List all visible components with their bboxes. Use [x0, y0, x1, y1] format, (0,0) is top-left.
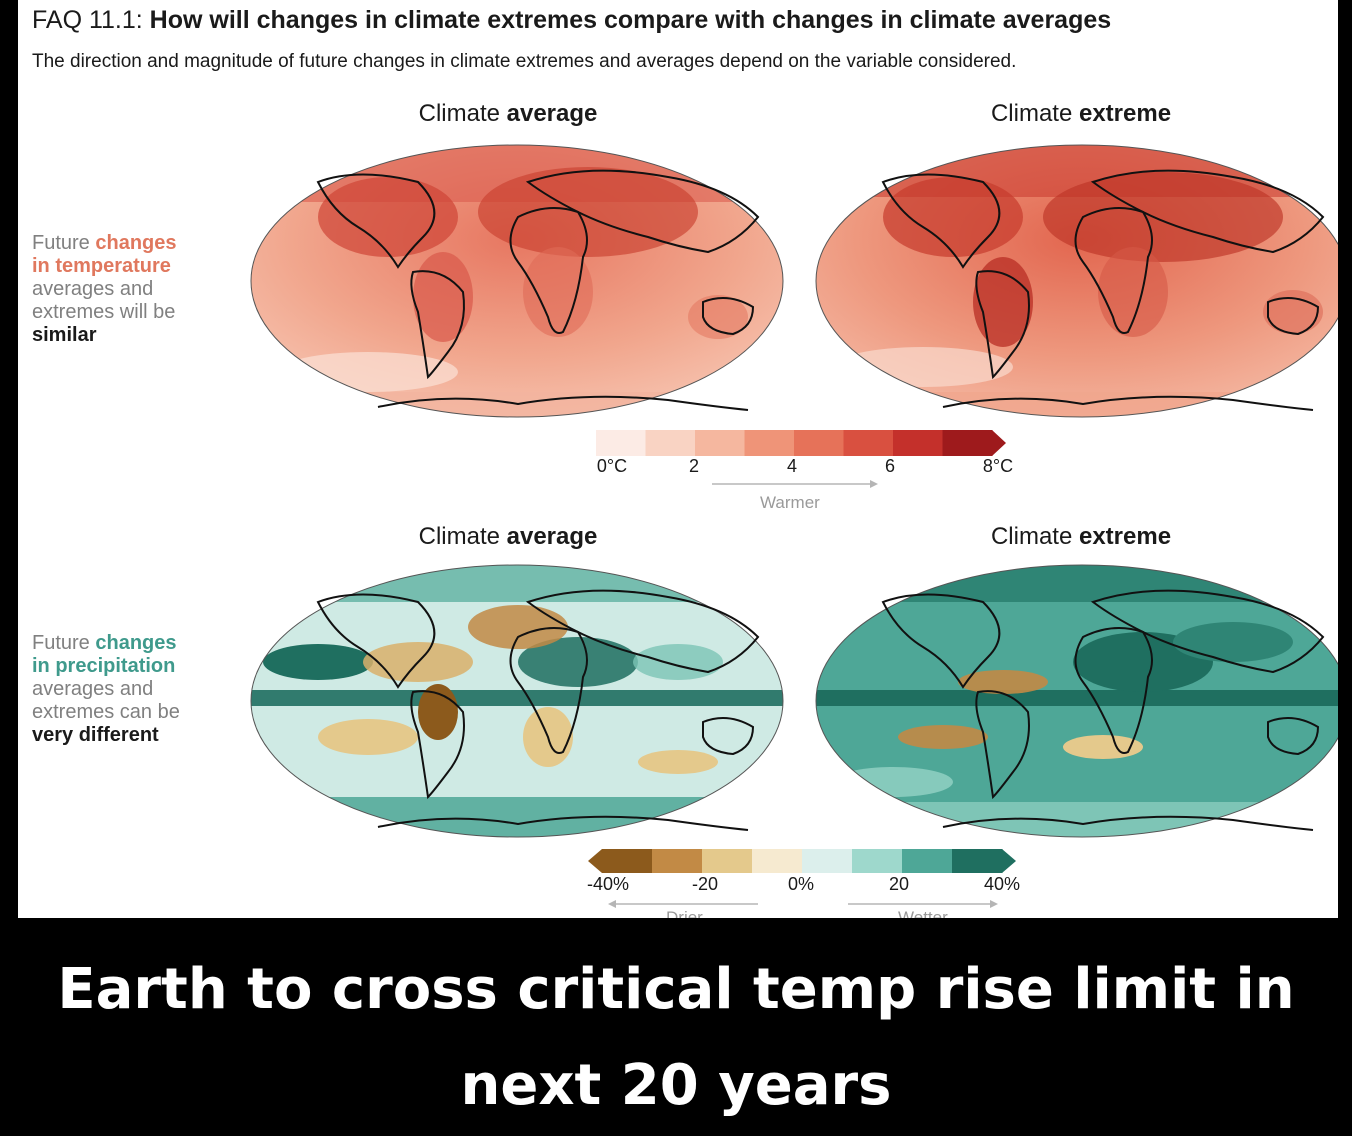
temperature-colorbar-swatch — [744, 430, 795, 456]
temperature-colorbar-swatch — [794, 430, 844, 456]
side-text: extremes can be — [32, 701, 180, 723]
infographic-panel: FAQ 11.1: How will changes in climate ex… — [18, 0, 1338, 918]
temperature-colorbar-swatch — [893, 430, 943, 456]
precipitation-colorbar-swatch — [902, 849, 953, 873]
temperature-colorbar-swatch — [645, 430, 696, 456]
temperature-extreme-map — [815, 144, 1338, 418]
precipitation-tick: -20 — [691, 874, 719, 894]
wetter-arrow-icon — [848, 900, 998, 908]
temperature-tick: 0°C — [596, 456, 628, 476]
faq-subtitle: The direction and magnitude of future ch… — [32, 51, 1017, 72]
drier-arrow-icon — [608, 900, 758, 908]
side-accent: changes — [95, 232, 177, 254]
temperature-colorbar-swatch — [843, 430, 894, 456]
temperature-side-note: Future changes in temperature averages a… — [32, 232, 177, 347]
precipitation-colorbar-swatch — [852, 849, 903, 873]
warmer-label: Warmer — [760, 493, 820, 512]
precipitation-colorbar — [588, 849, 1016, 873]
climate-extreme-heading-bottom: Climate extreme — [991, 523, 1171, 551]
headline: Earth to cross critical temp rise limit … — [0, 942, 1352, 1134]
heading-plain: Climate — [990, 100, 1073, 127]
precipitation-colorbar-swatch — [802, 849, 853, 873]
side-text: Future — [32, 232, 90, 254]
heading-plain: Climate — [418, 523, 500, 550]
headline-line-2: next 20 years — [460, 1053, 892, 1118]
temperature-tick: 6 — [884, 456, 896, 476]
side-emphasis: similar — [32, 324, 97, 346]
side-accent: in precipitation — [32, 655, 176, 677]
climate-extreme-heading-top: Climate extreme — [991, 100, 1171, 128]
heading-bold: average — [506, 523, 598, 550]
temperature-colorbar-right-arrow-icon — [992, 430, 1006, 456]
temperature-tick: 4 — [786, 456, 798, 476]
drier-label: Drier — [666, 908, 703, 918]
precipitation-average-map — [250, 564, 784, 838]
heading-plain: Climate — [990, 523, 1073, 550]
precipitation-colorbar-swatch — [752, 849, 803, 873]
faq-label: FAQ 11.1: — [32, 6, 143, 34]
temperature-colorbar — [596, 430, 1006, 456]
headline-line-1: Earth to cross critical temp rise limit … — [57, 957, 1295, 1022]
side-text: extremes will be — [32, 301, 176, 323]
precipitation-colorbar-right-arrow-icon — [1002, 849, 1016, 873]
precipitation-colorbar-left-arrow-icon — [588, 849, 602, 873]
precipitation-tick: 0% — [787, 874, 815, 894]
side-accent: changes — [95, 632, 177, 654]
heading-bold: average — [506, 100, 598, 127]
temperature-colorbar-swatch — [695, 430, 745, 456]
side-text: Future — [32, 632, 90, 654]
faq-question: How will changes in climate extremes com… — [149, 6, 1112, 34]
precipitation-tick: -40% — [586, 874, 630, 894]
faq-title: FAQ 11.1: How will changes in climate ex… — [32, 6, 1111, 35]
precipitation-extreme-map — [815, 564, 1338, 838]
precipitation-colorbar-swatch — [702, 849, 753, 873]
wetter-label: Wetter — [898, 908, 948, 918]
heading-plain: Climate — [418, 100, 500, 127]
precipitation-tick: 40% — [983, 874, 1021, 894]
climate-average-heading-top: Climate average — [419, 100, 598, 128]
side-emphasis: very different — [32, 724, 159, 746]
precipitation-colorbar-swatch — [602, 849, 653, 873]
warmer-arrow-icon — [712, 480, 878, 488]
temperature-colorbar-swatch — [596, 430, 646, 456]
heading-bold: extreme — [1078, 100, 1172, 127]
climate-average-heading-bottom: Climate average — [419, 523, 598, 551]
precipitation-tick: 20 — [888, 874, 910, 894]
precipitation-side-note: Future changes in precipitation averages… — [32, 632, 180, 747]
precipitation-colorbar-swatch — [652, 849, 703, 873]
heading-bold: extreme — [1078, 523, 1172, 550]
precipitation-colorbar-swatch — [952, 849, 1003, 873]
side-text: averages and — [32, 678, 154, 700]
side-accent: in temperature — [32, 255, 171, 277]
temperature-average-map — [250, 144, 784, 418]
temperature-tick: 2 — [688, 456, 700, 476]
side-text: averages and — [32, 278, 154, 300]
temperature-tick: 8°C — [982, 456, 1014, 476]
temperature-colorbar-swatch — [942, 430, 993, 456]
